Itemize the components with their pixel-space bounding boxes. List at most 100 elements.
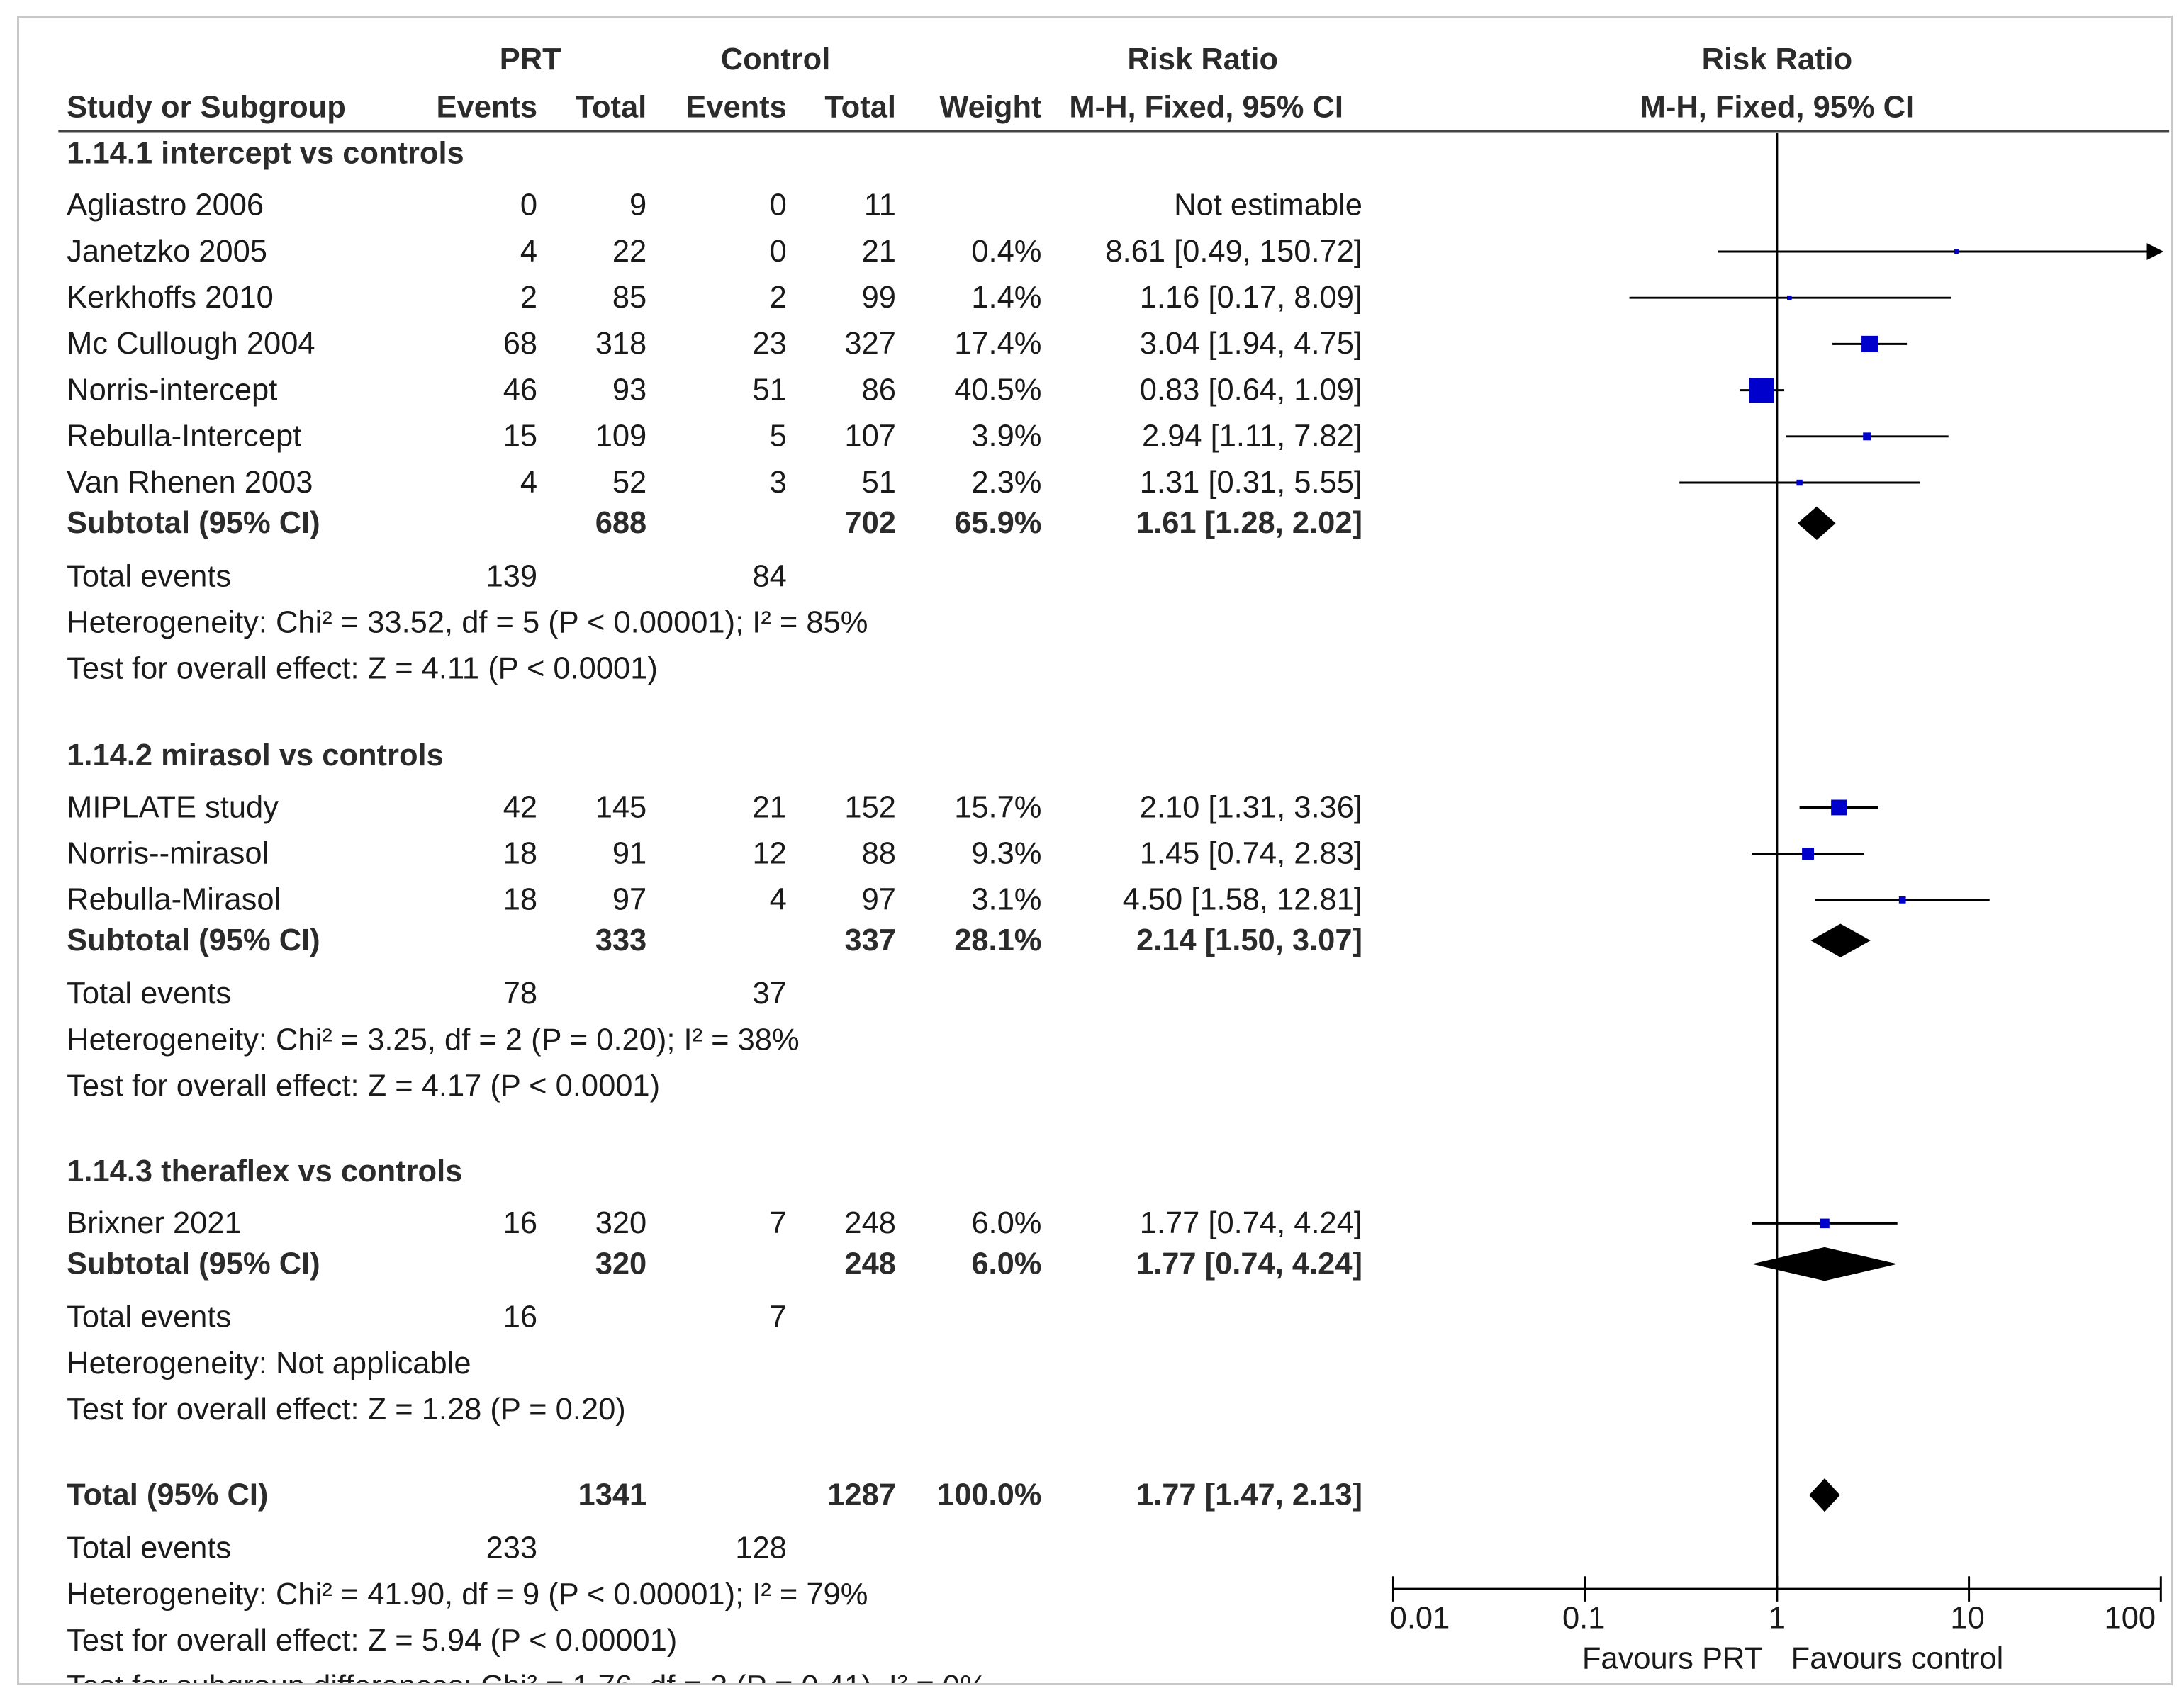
subtotal-ci: 1.77 [0.74, 4.24] (1136, 1245, 1362, 1281)
ci-cell: 2.94 [1.11, 7.82] (1141, 418, 1362, 454)
subgroup-differences-text: Test for subgroup differences: Chi² = 1.… (67, 1670, 987, 1683)
weight-cell: 15.7% (954, 789, 1042, 825)
total-events-prt: 233 (486, 1530, 538, 1565)
control-total-cell: 21 (861, 233, 896, 269)
weight-cell: 3.1% (971, 882, 1042, 917)
prt-total-cell: 93 (612, 371, 647, 407)
subtotal-diamond (1797, 506, 1836, 541)
prt-total-cell: 320 (595, 1205, 647, 1241)
total-events-label: Total events (67, 975, 232, 1011)
ci-cell: 3.04 [1.94, 4.75] (1139, 325, 1362, 361)
control-total-cell: 86 (861, 371, 896, 407)
subgroup-title: 1.14.1 intercept vs controls (67, 135, 464, 171)
subtotal-weight: 28.1% (954, 922, 1042, 957)
ci-cell: 1.31 [0.31, 5.55] (1139, 464, 1362, 500)
overall-effect-text: Test for overall effect: Z = 4.17 (P < 0… (67, 1068, 661, 1103)
subtotal-diamond (1810, 923, 1871, 957)
prt-events-cell: 4 (520, 233, 538, 269)
overall-total-label: Total (95% CI) (67, 1476, 269, 1512)
study-effect-square (1861, 335, 1878, 352)
overall-weight: 100.0% (937, 1476, 1042, 1512)
control-events-cell: 0 (769, 187, 787, 223)
axis-tick-label: 0.1 (1562, 1599, 1606, 1636)
total-events-label: Total events (67, 558, 232, 594)
subgroup-title: 1.14.2 mirasol vs controls (67, 737, 444, 773)
study-name: Rebulla-Intercept (67, 418, 302, 454)
overall-prt-total: 1341 (578, 1476, 647, 1512)
forest-plot-frame: PRT Control Risk Ratio Risk Ratio Study … (17, 16, 2173, 1685)
control-total-cell: 152 (844, 789, 896, 825)
control-events-cell: 21 (752, 789, 787, 825)
subtotal-ci: 2.14 [1.50, 3.07] (1136, 922, 1362, 957)
subtotal-diamond (1752, 1247, 1898, 1281)
prt-total-cell: 22 (612, 233, 647, 269)
study-name: Kerkhoffs 2010 (67, 279, 274, 315)
prt-events-cell: 16 (503, 1205, 538, 1241)
weight-cell: 1.4% (971, 279, 1042, 315)
overall-ci: 1.77 [1.47, 2.13] (1136, 1476, 1362, 1512)
plot-method-header: M-H, Fixed, 95% CI (1640, 89, 1915, 125)
overall-control-total: 1287 (827, 1476, 896, 1512)
weight-cell: 9.3% (971, 835, 1042, 871)
total-events-prt: 78 (503, 975, 538, 1011)
prt-total-cell: 91 (612, 835, 647, 871)
subtotal-ci: 1.61 [1.28, 2.02] (1136, 505, 1362, 541)
study-name: Norris-intercept (67, 371, 278, 407)
risk-ratio-header: Risk Ratio (1127, 41, 1279, 77)
heterogeneity-text: Heterogeneity: Chi² = 41.90, df = 9 (P <… (67, 1576, 868, 1612)
prt-total-cell: 109 (595, 418, 647, 454)
control-total-cell: 248 (844, 1205, 896, 1241)
favours-prt-label: Favours PRT (1581, 1641, 1764, 1676)
study-column-header: Study or Subgroup (67, 89, 346, 125)
study-name: Mc Cullough 2004 (67, 325, 315, 361)
prt-events-cell: 18 (503, 835, 538, 871)
control-total-cell: 97 (861, 882, 896, 917)
study-name: Janetzko 2005 (67, 233, 267, 269)
overall-diamond (1809, 1478, 1840, 1512)
ci-cell: 1.16 [0.17, 8.09] (1139, 279, 1362, 315)
control-total-header: Total (824, 89, 896, 125)
ci-cell: 1.77 [0.74, 4.24] (1139, 1205, 1362, 1241)
subtotal-control-total: 248 (844, 1245, 896, 1281)
prt-events-cell: 2 (520, 279, 538, 315)
subtotal-prt-total: 688 (595, 505, 647, 541)
ci-arrow (2146, 243, 2164, 260)
total-events-prt: 16 (503, 1299, 538, 1334)
study-effect-square (1820, 1218, 1830, 1229)
study-effect-square (1787, 295, 1792, 300)
prt-total-cell: 318 (595, 325, 647, 361)
subgroup-title: 1.14.3 theraflex vs controls (67, 1153, 463, 1188)
overall-effect-text: Test for overall effect: Z = 4.11 (P < 0… (67, 651, 658, 686)
plot-title: Risk Ratio (1701, 41, 1853, 77)
total-events-control: 37 (752, 975, 787, 1011)
total-events-label: Total events (67, 1530, 232, 1565)
control-events-cell: 12 (752, 835, 787, 871)
weight-cell: 17.4% (954, 325, 1042, 361)
prt-total-cell: 97 (612, 882, 647, 917)
axis-tick-label: 0.01 (1389, 1599, 1450, 1636)
prt-total-cell: 52 (612, 464, 647, 500)
subtotal-prt-total: 320 (595, 1245, 647, 1281)
subtotal-control-total: 337 (844, 922, 896, 957)
overall-effect-text: Test for overall effect: Z = 1.28 (P = 0… (67, 1391, 626, 1427)
weight-cell: 3.9% (971, 418, 1042, 454)
ci-cell: 4.50 [1.58, 12.81] (1122, 882, 1362, 917)
total-events-control: 7 (769, 1299, 787, 1334)
forest-plot: PRT Control Risk Ratio Risk Ratio Study … (19, 18, 2171, 1683)
prt-events-cell: 68 (503, 325, 538, 361)
weight-cell: 2.3% (971, 464, 1042, 500)
total-events-control: 84 (752, 558, 787, 594)
heterogeneity-text: Heterogeneity: Chi² = 3.25, df = 2 (P = … (67, 1021, 800, 1057)
total-events-prt: 139 (486, 558, 538, 594)
control-total-cell: 51 (861, 464, 896, 500)
subtotal-control-total: 702 (844, 505, 896, 541)
control-events-cell: 0 (769, 233, 787, 269)
study-effect-square (1749, 378, 1774, 403)
method-header: M-H, Fixed, 95% CI (1069, 89, 1343, 125)
weight-cell: 40.5% (954, 371, 1042, 407)
ci-cell: Not estimable (1174, 187, 1362, 223)
control-events-cell: 7 (769, 1205, 787, 1241)
control-total-cell: 327 (844, 325, 896, 361)
prt-events-cell: 4 (520, 464, 538, 500)
study-effect-square (1831, 799, 1847, 816)
